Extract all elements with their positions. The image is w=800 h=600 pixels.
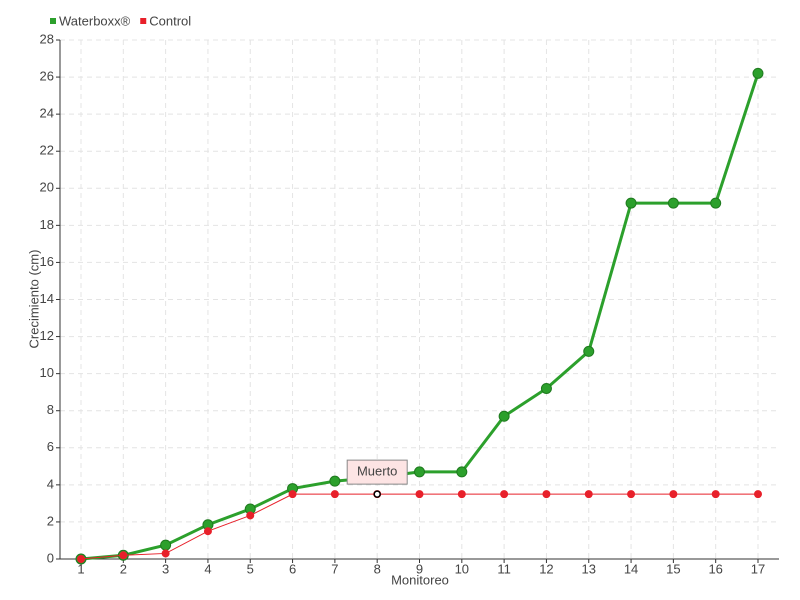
data-point (456, 466, 468, 478)
x-tick-label: 3 (162, 561, 169, 576)
legend-swatch (50, 18, 56, 24)
series-line (80, 72, 760, 561)
y-tick-label: 2 (47, 513, 54, 528)
x-tick-label: 2 (120, 561, 127, 576)
x-tick-label: 5 (247, 561, 254, 576)
data-point (667, 197, 679, 209)
data-point (457, 490, 466, 499)
y-tick-label: 4 (47, 476, 54, 491)
y-tick-label: 6 (47, 439, 54, 454)
x-axis-label: Monitoreo (391, 572, 449, 587)
legend-swatch (140, 18, 147, 24)
tooltip-box (346, 459, 408, 485)
highlight-point (373, 490, 381, 498)
data-point (754, 490, 762, 499)
y-tick-label: 18 (40, 217, 54, 232)
data-point (119, 551, 128, 560)
x-tick-label: 1 (77, 561, 84, 576)
x-tick-label: 14 (624, 561, 638, 576)
data-point (500, 490, 509, 499)
x-tick-label: 8 (374, 561, 381, 576)
tooltip-text: Muerto (357, 464, 397, 479)
x-tick-label: 9 (416, 561, 423, 576)
y-tick-label: 0 (47, 550, 54, 565)
data-point (710, 197, 722, 209)
data-point (330, 490, 339, 499)
data-point (669, 490, 678, 499)
data-point (415, 490, 424, 499)
data-point (627, 490, 636, 499)
x-tick-label: 7 (331, 561, 338, 576)
data-point (583, 345, 595, 357)
y-axis-label: Crecimiento (cm) (26, 250, 41, 349)
data-point (77, 555, 85, 563)
x-tick-label: 10 (455, 561, 469, 576)
data-point (161, 549, 170, 558)
x-tick-label: 15 (666, 561, 680, 576)
data-point (203, 527, 212, 536)
data-point (625, 197, 637, 209)
y-tick-label: 26 (40, 69, 54, 84)
y-tick-label: 20 (40, 180, 54, 195)
x-tick-label: 13 (582, 561, 596, 576)
data-point (498, 410, 510, 422)
x-tick-label: 17 (751, 561, 765, 576)
y-tick-label: 22 (40, 143, 54, 158)
data-point (540, 382, 552, 394)
y-tick-label: 24 (40, 106, 54, 121)
data-point (246, 511, 255, 520)
data-point (160, 539, 172, 551)
data-point (752, 67, 764, 79)
data-point (584, 490, 593, 499)
y-tick-label: 8 (47, 402, 54, 417)
data-point (542, 490, 551, 499)
x-tick-label: 11 (497, 561, 511, 576)
legend-label: Control (149, 13, 191, 28)
y-tick-label: 12 (40, 328, 54, 343)
legend-label: Waterboxx® (59, 13, 131, 28)
y-tick-label: 14 (40, 291, 54, 306)
data-point (711, 490, 720, 499)
x-tick-label: 6 (289, 561, 296, 576)
data-point (414, 466, 425, 478)
x-tick-label: 4 (204, 561, 211, 576)
x-tick-label: 16 (708, 561, 722, 576)
y-tick-label: 16 (40, 254, 54, 269)
y-tick-label: 28 (40, 31, 54, 46)
data-point (288, 490, 297, 499)
x-tick-label: 12 (539, 561, 553, 576)
y-tick-label: 10 (40, 365, 54, 380)
data-point (329, 475, 341, 487)
